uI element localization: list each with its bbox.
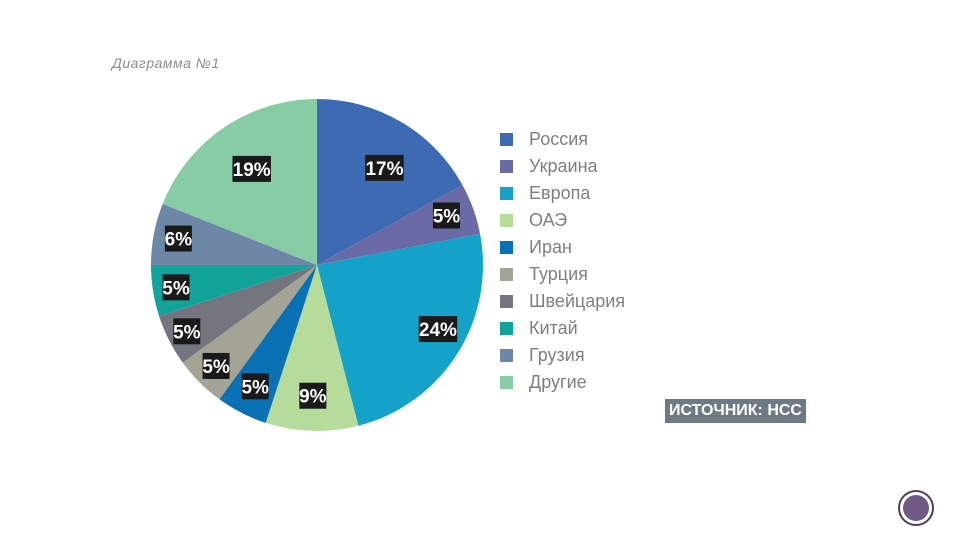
pie-label-text-8: 5%: [162, 278, 190, 299]
pie-label-10: 19%: [232, 155, 271, 182]
pie-label-text-7: 5%: [173, 322, 201, 343]
pie-slice-3: [317, 233, 483, 426]
legend-label-9: Грузия: [529, 345, 585, 365]
pie-label-text-1: 17%: [365, 159, 403, 180]
pie-label-bg-6: [202, 352, 230, 379]
pie-label-bg-5: [241, 373, 269, 400]
legend-swatch-6: [500, 268, 513, 281]
legend-item-1: Россия: [500, 126, 625, 153]
pie-label-text-3: 24%: [419, 320, 457, 341]
legend-label-6: Турция: [529, 264, 588, 284]
legend-label-7: Швейцария: [529, 291, 626, 311]
legend-swatch-9: [500, 349, 513, 362]
legend-item-3: Европа: [500, 180, 625, 207]
pie-label-6: 5%: [202, 352, 230, 379]
pie-label-5: 5%: [241, 373, 269, 400]
chart-legend: Россия Украина Европа ОАЭ Иран Турция Швейцари…: [500, 126, 625, 396]
pie-label-bg-9: [164, 225, 192, 252]
slide-nav-circle-inner: [903, 495, 929, 521]
legend-swatch-8: [500, 322, 513, 335]
pie-slices: [151, 98, 483, 431]
legend-item-4: ОАЭ: [500, 207, 625, 234]
pie-slice-9: [151, 203, 317, 265]
pie-label-text-10: 19%: [233, 160, 271, 181]
pie-label-bg-4: [299, 382, 327, 409]
legend-swatch-10: [500, 376, 513, 389]
pie-label-bg-2: [432, 202, 460, 229]
legend-swatch-5: [500, 241, 513, 254]
legend-item-9: Грузия: [500, 342, 625, 369]
pie-label-9: 6%: [164, 225, 193, 252]
legend-label-2: Украина: [529, 156, 598, 176]
pie-label-8: 5%: [162, 274, 190, 301]
legend-label-10: Другие: [529, 372, 587, 392]
pie-label-7: 5%: [173, 318, 201, 345]
pie-slice-4: [265, 265, 359, 431]
legend-item-5: Иран: [500, 234, 625, 261]
legend-item-8: Китай: [500, 315, 625, 342]
pie-label-4: 9%: [299, 382, 327, 409]
legend-item-7: Швейцария: [500, 288, 625, 315]
pie-label-text-5: 5%: [241, 377, 269, 398]
legend-label-3: Европа: [529, 183, 591, 203]
legend-label-5: Иран: [529, 237, 572, 257]
pie-label-bg-8: [162, 274, 190, 301]
legend-label-4: ОАЭ: [529, 210, 568, 230]
pie-label-bg-1: [365, 154, 404, 181]
pie-label-2: 5%: [432, 202, 461, 229]
pie-label-bg-10: [232, 155, 271, 182]
legend-item-2: Украина: [500, 153, 625, 180]
pie-label-3: 24%: [418, 316, 458, 343]
pie-label-1: 17%: [365, 154, 404, 181]
chart-caption: Диаграмма №1: [112, 55, 220, 71]
pie-slice-1: [317, 99, 463, 265]
legend-label-8: Китай: [529, 318, 578, 338]
pie-label-text-4: 9%: [299, 387, 327, 408]
pie-labels: 17%5%24%9%5%5%5%5%6%19%: [162, 154, 461, 409]
legend-swatch-7: [500, 295, 513, 308]
pie-label-bg-7: [173, 318, 201, 345]
legend-swatch-4: [500, 214, 513, 227]
legend-label-1: Россия: [529, 129, 589, 149]
legend-swatch-3: [500, 187, 513, 200]
pie-label-text-9: 6%: [165, 230, 193, 251]
pie-slice-10: [162, 98, 317, 265]
pie-label-text-2: 5%: [433, 207, 461, 228]
legend-swatch-2: [500, 160, 513, 173]
legend-item-6: Турция: [500, 261, 625, 288]
pie-label-text-6: 5%: [202, 357, 230, 378]
legend-item-10: Другие: [500, 369, 625, 396]
legend-swatch-1: [500, 133, 513, 146]
pie-slice-8: [151, 265, 317, 317]
source-note: ИСТОЧНИК: НСС: [665, 399, 806, 423]
slide-nav-circle-icon[interactable]: [898, 490, 934, 526]
pie-label-bg-3: [418, 316, 458, 343]
